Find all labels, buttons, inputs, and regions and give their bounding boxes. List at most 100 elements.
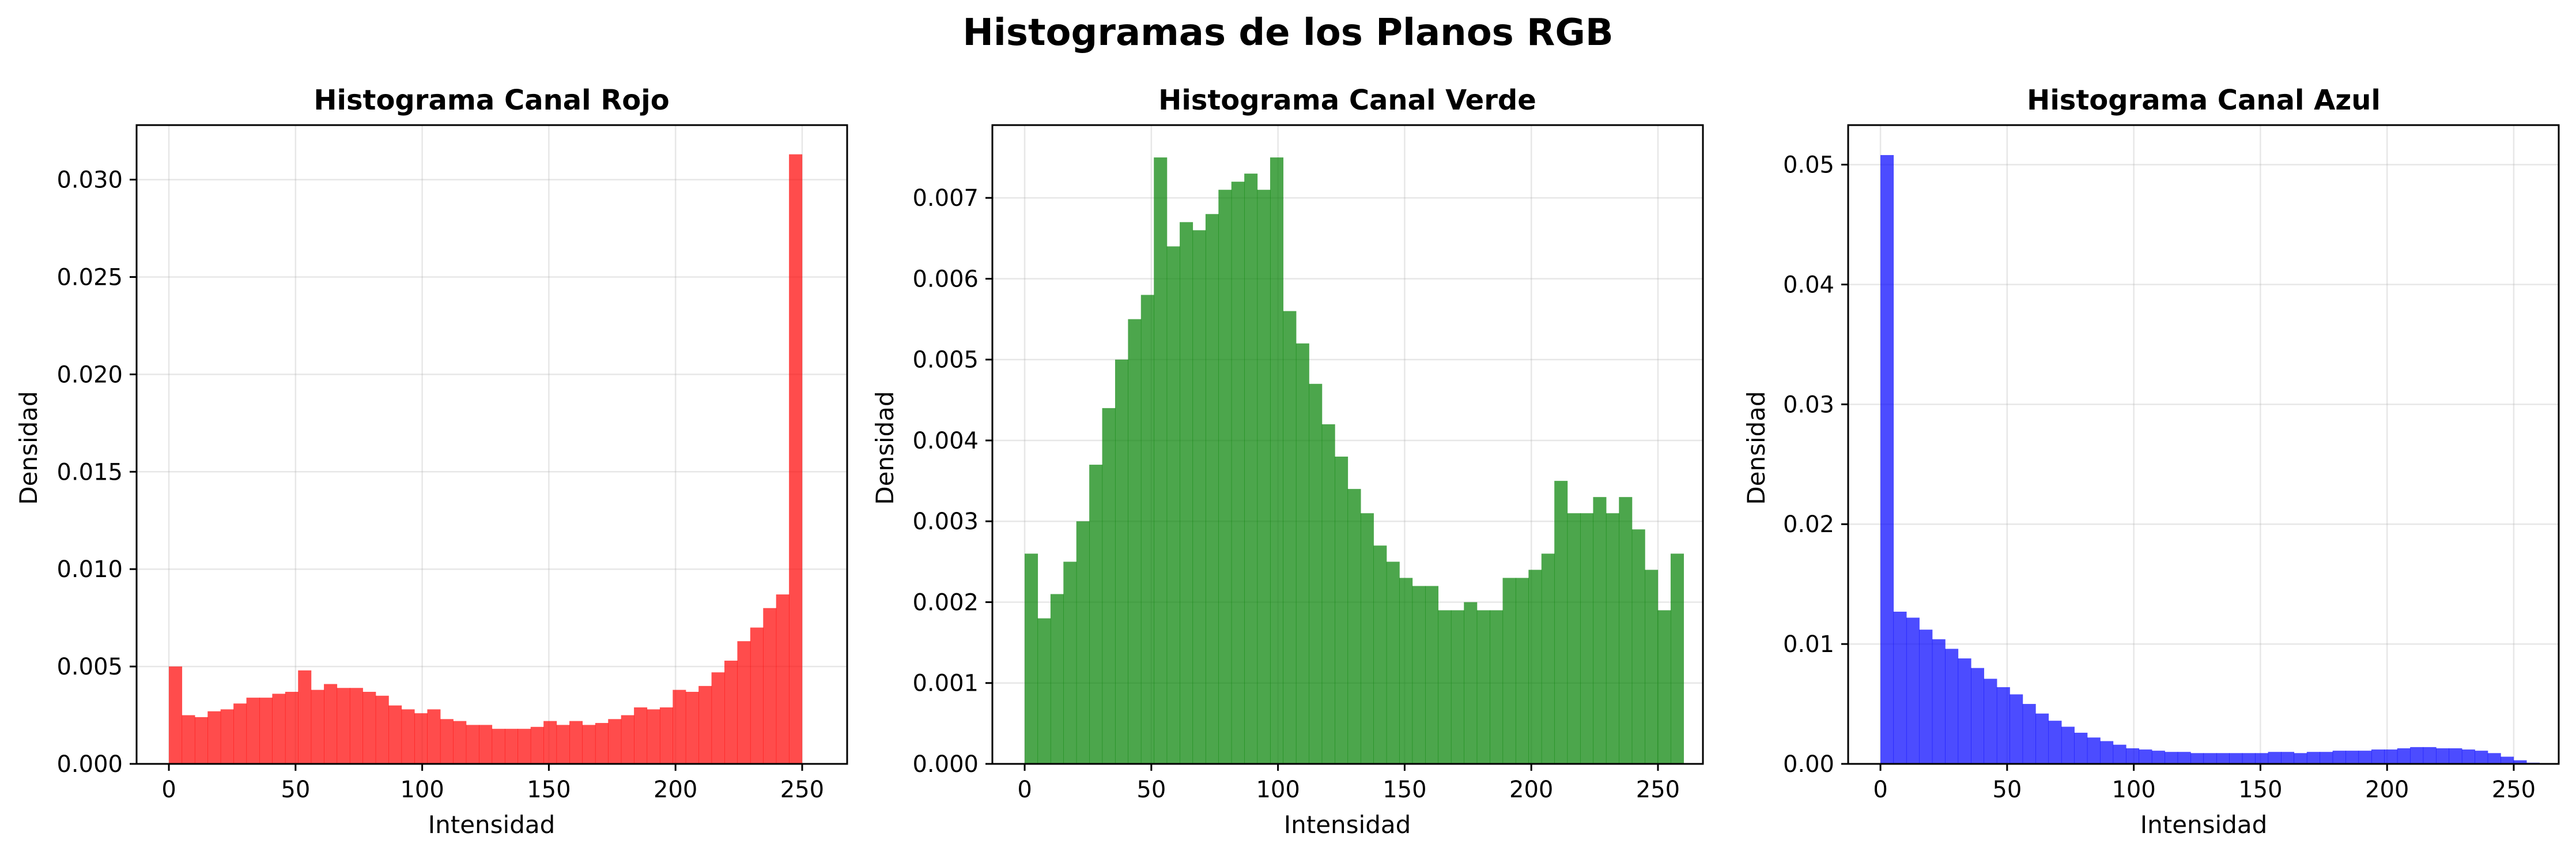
histogram-bar — [569, 721, 583, 764]
histogram-bar — [1541, 553, 1555, 764]
y-tick-label: 0.003 — [912, 508, 979, 535]
histogram-bar — [1231, 182, 1245, 764]
y-tick-label: 0.05 — [1783, 152, 1834, 179]
histogram-bar — [388, 705, 402, 764]
histogram-bar — [1451, 610, 1464, 764]
histogram-bar — [194, 717, 208, 764]
panel-title: Histograma Canal Verde — [1158, 84, 1536, 116]
histogram-bar — [2216, 753, 2230, 764]
histogram-bar — [207, 711, 221, 764]
histogram-bar — [2487, 753, 2501, 764]
histogram-bar — [2229, 753, 2243, 764]
histogram-bar — [776, 594, 790, 764]
y-tick-label: 0.00 — [1783, 751, 1834, 778]
histogram-bar — [685, 692, 699, 764]
x-tick-label: 100 — [2112, 777, 2155, 803]
x-tick-label: 200 — [654, 777, 697, 803]
histogram-bar — [2513, 760, 2527, 764]
histogram-bar — [1670, 553, 1684, 764]
histogram-bar — [1932, 639, 1946, 764]
histogram-bar — [1115, 359, 1128, 764]
histogram-bar — [1128, 319, 1142, 764]
plot-area: 0 50 100 150 200 250 0.000 0.005 0.010 0.015 0.020… — [56, 124, 848, 803]
histogram-bar — [2139, 749, 2152, 764]
histogram-panel-blue: Histograma Canal Azul Intensidad Densida… — [1742, 84, 2560, 839]
histogram-bar — [1257, 190, 1271, 764]
x-axis-label: Intensidad — [428, 811, 556, 839]
histogram-bar — [1476, 610, 1490, 764]
histogram-bar — [1528, 570, 1542, 764]
histogram-bar — [1025, 553, 1038, 764]
histogram-bar — [1218, 190, 1232, 764]
histogram-bar — [1515, 578, 1529, 764]
histogram-bar — [1880, 155, 1894, 764]
histogram-bar — [1360, 513, 1374, 764]
histogram-bar — [2410, 747, 2424, 764]
x-tick-label: 0 — [1873, 777, 1887, 803]
histogram-bar — [659, 707, 673, 764]
histogram-bar — [182, 715, 195, 764]
y-tick-label: 0.025 — [56, 264, 123, 291]
histogram-bar — [1373, 545, 1387, 764]
histogram-bar — [1425, 586, 1439, 764]
figure-title: Histogramas de los Planos RGB — [962, 12, 1613, 54]
histogram-bar — [1154, 157, 1168, 764]
histogram-bar — [427, 709, 441, 764]
y-axis-label: Densidad — [871, 391, 899, 504]
histogram-bar — [2255, 753, 2269, 764]
histogram-bar — [220, 709, 234, 764]
histogram-bar — [1386, 562, 1400, 764]
plot-area: 0 50 100 150 200 250 0.00 0.01 0.02 0.03 0.04 0.05 — [1783, 124, 2560, 803]
histogram-bar — [2203, 753, 2217, 764]
histogram-bar — [2320, 752, 2333, 764]
histogram-bar — [1140, 295, 1154, 764]
histogram-bar — [2125, 748, 2140, 764]
histogram-bar — [1906, 617, 1920, 764]
histogram-bar — [1205, 214, 1219, 764]
histogram-bar — [582, 725, 596, 764]
x-tick-label: 150 — [1383, 777, 1426, 803]
histogram-bar — [1335, 457, 1349, 764]
histogram-bar — [401, 709, 415, 764]
histogram-bar — [1309, 383, 1323, 764]
histogram-bar — [2268, 752, 2282, 764]
histogram-bar — [246, 698, 260, 764]
histogram-bar — [724, 660, 738, 764]
x-axis-label: Intensidad — [2140, 811, 2268, 839]
histogram-bar — [2242, 753, 2256, 764]
y-tick-label: 0.001 — [912, 670, 979, 697]
histogram-bar — [311, 690, 324, 764]
histogram-bar — [763, 608, 777, 764]
x-tick-label: 150 — [527, 777, 571, 803]
histogram-bar — [1502, 578, 1516, 764]
histogram-bar — [634, 707, 648, 764]
histogram-bar — [2358, 751, 2372, 764]
histogram-bar — [595, 723, 609, 764]
histogram-bar — [504, 729, 518, 764]
histogram-bar — [2165, 752, 2178, 764]
y-tick-label: 0.000 — [56, 751, 123, 778]
histogram-bar — [2436, 748, 2450, 764]
histogram-bar — [711, 672, 725, 764]
y-tick-label: 0.007 — [912, 185, 979, 212]
histogram-bar — [2100, 741, 2114, 764]
histogram-bar — [2281, 752, 2295, 764]
x-tick-label: 100 — [1256, 777, 1300, 803]
histogram-bar — [1192, 230, 1206, 764]
histogram-bar — [2087, 737, 2101, 764]
histogram-bar — [1490, 610, 1504, 764]
y-tick-label: 0.005 — [912, 347, 979, 374]
histogram-bar — [2384, 749, 2398, 764]
histogram-bar — [414, 713, 428, 764]
y-tick-label: 0.02 — [1783, 511, 1834, 538]
histogram-bar — [1244, 174, 1258, 764]
histogram-bar — [2177, 752, 2191, 764]
axes-frame — [1847, 124, 2560, 765]
histogram-bar — [2061, 726, 2075, 764]
histogram-bar — [1554, 481, 1568, 764]
histogram-bar — [543, 721, 557, 764]
x-tick-label: 50 — [1136, 777, 1166, 803]
histogram-bar — [362, 692, 376, 764]
histogram-bar — [2475, 751, 2488, 764]
